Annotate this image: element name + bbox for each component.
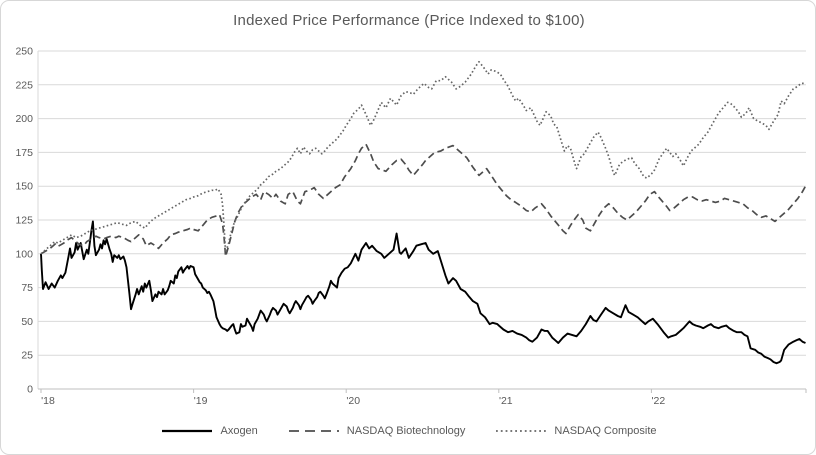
series-line-nasdaq-biotechnology xyxy=(40,143,807,258)
y-tick-label: 25 xyxy=(21,350,33,362)
x-tick-label: '22 xyxy=(652,395,666,407)
y-tick-label: 100 xyxy=(15,248,33,260)
legend-line-sample-solid xyxy=(162,429,213,433)
legend-label: Axogen xyxy=(220,425,258,437)
y-tick-label: 75 xyxy=(21,282,33,294)
y-tick-label: 50 xyxy=(21,316,33,328)
series-line-nasdaq-composite xyxy=(40,60,806,255)
chart-legend: Axogen NASDAQ Biotechnology NASDAQ Composi… xyxy=(1,420,815,442)
y-tick-label: 225 xyxy=(15,79,33,91)
y-tick-label: 250 xyxy=(15,46,33,58)
legend-item-nasdaq-composite: NASDAQ Composite xyxy=(495,425,657,437)
legend-line-sample-dashed xyxy=(288,430,339,432)
y-tick-label: 200 xyxy=(15,113,33,125)
legend-item-nasdaq-biotechnology: NASDAQ Biotechnology xyxy=(288,425,466,437)
y-tick-label: 150 xyxy=(15,181,33,193)
legend-label: NASDAQ Composite xyxy=(554,425,657,437)
x-tick-label: '20 xyxy=(346,395,360,407)
y-tick-label: 0 xyxy=(27,384,33,396)
chart-title: Indexed Price Performance (Price Indexed… xyxy=(233,12,585,29)
x-tick-label: '21 xyxy=(499,395,513,407)
x-tick-label: '19 xyxy=(194,395,208,407)
legend-item-axogen: Axogen xyxy=(161,425,258,437)
y-tick-label: 175 xyxy=(15,147,33,159)
x-tick-label: '18 xyxy=(41,395,55,407)
legend-line-sample-dotted xyxy=(496,430,547,432)
legend-label: NASDAQ Biotechnology xyxy=(346,425,466,437)
y-tick-label: 125 xyxy=(15,215,33,227)
series-line-axogen xyxy=(40,220,806,365)
